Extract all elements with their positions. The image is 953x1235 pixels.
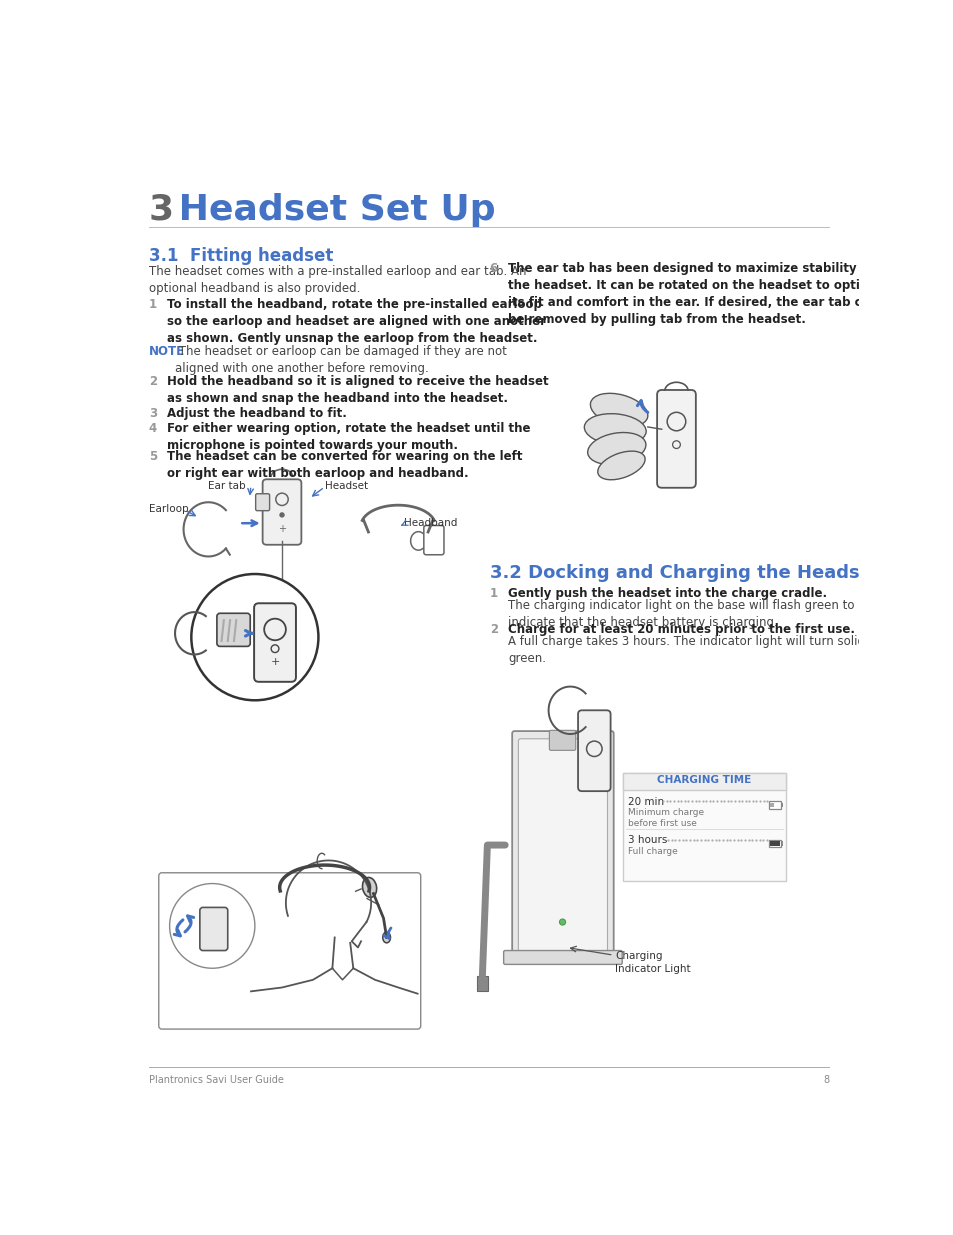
Text: Headset: Headset <box>324 480 367 490</box>
Bar <box>622 773 785 882</box>
Text: Gently push the headset into the charge cradle.: Gently push the headset into the charge … <box>508 587 826 600</box>
Text: The headset comes with a pre-installed earloop and ear tab. An
optional headband: The headset comes with a pre-installed e… <box>149 266 526 295</box>
Bar <box>476 976 488 992</box>
FancyBboxPatch shape <box>503 951 621 965</box>
Text: 3: 3 <box>149 193 173 227</box>
FancyBboxPatch shape <box>517 739 607 953</box>
Ellipse shape <box>598 451 644 479</box>
Text: Headset Set Up: Headset Set Up <box>166 193 495 227</box>
Text: Full charge: Full charge <box>627 846 677 856</box>
FancyBboxPatch shape <box>216 614 250 646</box>
Text: 3: 3 <box>149 406 156 420</box>
FancyBboxPatch shape <box>512 731 613 960</box>
Text: NOTE: NOTE <box>149 345 185 358</box>
Text: Headband: Headband <box>404 517 457 527</box>
Text: 2: 2 <box>149 375 156 388</box>
Bar <box>781 841 782 846</box>
Text: A full charge takes 3 hours. The indicator light will turn solid
green.: A full charge takes 3 hours. The indicat… <box>508 635 864 664</box>
Text: 3.2 Docking and Charging the Headset: 3.2 Docking and Charging the Headset <box>489 564 880 582</box>
Text: 2: 2 <box>489 622 497 636</box>
Text: Plantronics Savi User Guide: Plantronics Savi User Guide <box>149 1074 283 1084</box>
Text: Charge for at least 20 minutes prior to the first use.: Charge for at least 20 minutes prior to … <box>508 622 855 636</box>
Bar <box>768 802 781 809</box>
Circle shape <box>192 574 318 700</box>
Text: The charging indicator light on the base will flash green to
indicate that the h: The charging indicator light on the base… <box>508 599 854 630</box>
Text: 1: 1 <box>149 298 156 310</box>
Text: Hold the headband so it is aligned to receive the headset
as shown and snap the : Hold the headband so it is aligned to re… <box>167 375 548 405</box>
FancyBboxPatch shape <box>199 908 228 951</box>
Ellipse shape <box>584 414 645 445</box>
Bar <box>622 773 785 790</box>
Text: +: + <box>270 657 279 667</box>
Text: 4: 4 <box>149 421 157 435</box>
Text: Ear tab: Ear tab <box>208 480 246 490</box>
Text: For either wearing option, rotate the headset until the
microphone is pointed to: For either wearing option, rotate the he… <box>167 421 530 452</box>
Text: 8: 8 <box>822 1074 828 1084</box>
FancyBboxPatch shape <box>549 730 575 751</box>
Text: 20 min: 20 min <box>627 797 663 806</box>
Circle shape <box>558 919 565 925</box>
Bar <box>769 803 773 808</box>
Text: The headset can be converted for wearing on the left
or right ear with both earl: The headset can be converted for wearing… <box>167 450 522 480</box>
Bar <box>781 803 782 808</box>
Text: Charging
Indicator Light: Charging Indicator Light <box>615 951 690 973</box>
Text: +: + <box>277 524 286 534</box>
Ellipse shape <box>382 932 390 942</box>
Text: 3 hours: 3 hours <box>627 835 666 845</box>
Text: 1: 1 <box>489 587 497 600</box>
Text: Minimum charge
before first use: Minimum charge before first use <box>627 808 703 829</box>
Text: To install the headband, rotate the pre-installed earloop
so the earloop and hea: To install the headband, rotate the pre-… <box>167 298 546 345</box>
Text: 6: 6 <box>489 262 497 275</box>
Circle shape <box>279 513 284 517</box>
Ellipse shape <box>590 393 647 426</box>
Text: Earloop: Earloop <box>149 504 188 514</box>
FancyBboxPatch shape <box>253 603 295 682</box>
Ellipse shape <box>362 878 376 898</box>
FancyBboxPatch shape <box>262 479 301 545</box>
Circle shape <box>170 883 254 968</box>
Bar <box>768 840 781 847</box>
Text: The ear tab has been designed to maximize stability of
the headset. It can be ro: The ear tab has been designed to maximiz… <box>508 262 890 326</box>
FancyBboxPatch shape <box>578 710 610 792</box>
Ellipse shape <box>587 432 645 464</box>
Text: The headset or earloop can be damaged if they are not
aligned with one another b: The headset or earloop can be damaged if… <box>174 345 506 374</box>
FancyBboxPatch shape <box>657 390 695 488</box>
Text: Adjust the headband to fit.: Adjust the headband to fit. <box>167 406 347 420</box>
FancyBboxPatch shape <box>255 494 270 511</box>
Text: 5: 5 <box>149 450 157 463</box>
Text: CHARGING TIME: CHARGING TIME <box>657 776 751 785</box>
Text: 3.1  Fitting headset: 3.1 Fitting headset <box>149 247 333 264</box>
Bar <box>769 841 780 846</box>
